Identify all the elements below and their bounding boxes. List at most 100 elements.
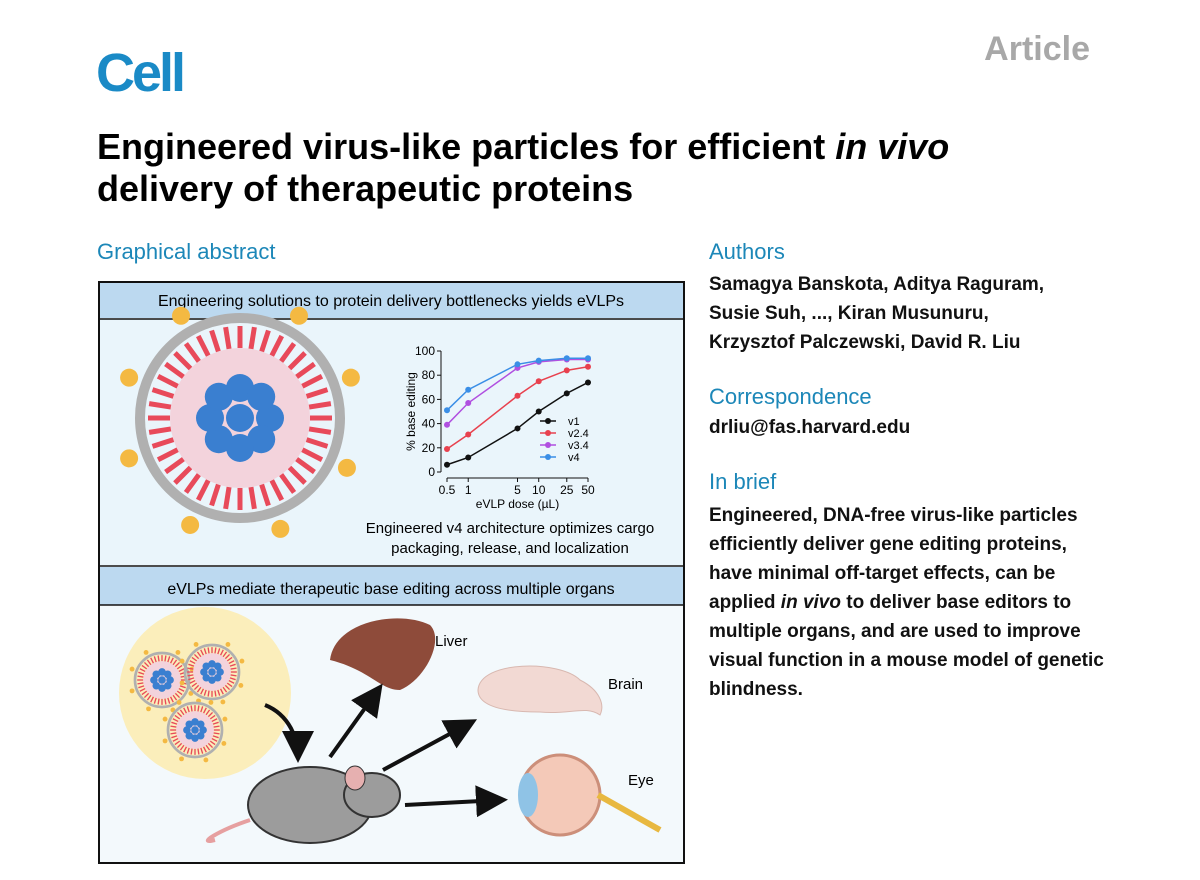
- organ-scene: Liver Brain Eye: [119, 607, 662, 844]
- brief-text: to deliver base editors to multiple orga…: [709, 592, 1104, 700]
- data-point: [535, 378, 542, 385]
- gag-spike: [287, 465, 307, 485]
- data-point: [563, 355, 570, 362]
- envelope-protein: [271, 519, 290, 538]
- envelope-protein: [176, 699, 182, 705]
- gag-spike: [197, 705, 200, 712]
- envelope-protein: [162, 716, 168, 722]
- data-point: [585, 379, 591, 386]
- gag-spike: [143, 692, 150, 699]
- data-point: [465, 386, 472, 393]
- x-tick-label: 50: [581, 483, 595, 497]
- gag-spike: [207, 742, 214, 749]
- gag-spike: [156, 374, 179, 389]
- gag-spike: [193, 653, 200, 660]
- gag-spike: [151, 437, 175, 449]
- cargo-center: [158, 676, 166, 684]
- envelope-protein: [179, 658, 185, 664]
- gag-spike: [174, 714, 181, 720]
- gag-spike: [164, 457, 185, 475]
- gag-spike: [301, 374, 324, 389]
- gag-spike: [146, 694, 152, 701]
- envelope-protein: [208, 699, 214, 705]
- organ-label: Brain: [608, 676, 643, 693]
- liver-icon: [330, 618, 436, 690]
- cargo: [200, 668, 208, 676]
- x-tick-label: 0.5: [439, 483, 456, 497]
- gag-spike: [200, 649, 205, 656]
- gag-spike: [224, 653, 231, 660]
- envelope-protein: [120, 368, 139, 387]
- gag-spike: [229, 663, 236, 667]
- gag-spike: [178, 687, 185, 692]
- gag-spike: [196, 479, 211, 502]
- cargo: [202, 662, 211, 671]
- panel-caption: packaging, release, and localization: [391, 540, 629, 557]
- gag-spike: [179, 744, 185, 751]
- cargo: [204, 382, 233, 411]
- gag-spike: [151, 387, 175, 399]
- cargo: [216, 668, 224, 676]
- gag-spike: [172, 694, 178, 701]
- panel-caption: Engineered v4 architecture optimizes car…: [366, 520, 655, 537]
- gag-spike: [164, 655, 167, 662]
- gag-spike: [203, 689, 207, 696]
- cargo: [185, 720, 194, 729]
- cargo: [199, 726, 207, 734]
- data-point: [563, 367, 570, 374]
- gag-spike: [139, 668, 146, 673]
- gag-spike: [174, 692, 181, 699]
- data-point: [444, 421, 450, 428]
- data-point: [465, 431, 472, 438]
- gag-spike: [169, 696, 174, 703]
- x-tick-label: 25: [560, 483, 574, 497]
- envelope-protein: [175, 649, 181, 655]
- gag-spike: [171, 735, 178, 739]
- gag-spike: [164, 698, 167, 705]
- arrow: [328, 683, 383, 759]
- gag-spike: [179, 685, 186, 689]
- envelope-protein: [181, 515, 200, 534]
- cargo: [208, 676, 216, 684]
- gag-spike: [301, 447, 324, 462]
- legend-label: v4: [568, 452, 580, 464]
- envelope-protein: [337, 458, 356, 477]
- envelope-protein: [290, 306, 308, 325]
- envelope-protein: [179, 756, 184, 762]
- gag-spike: [173, 465, 193, 485]
- x-tick-label: 10: [532, 483, 546, 497]
- envelope-protein: [143, 649, 149, 655]
- data-point: [585, 363, 591, 370]
- panel-header: Engineering solutions to protein deliver…: [158, 293, 624, 310]
- mouse-ear: [344, 765, 366, 791]
- envelope-protein: [188, 691, 194, 696]
- cargo: [158, 668, 166, 676]
- capsid-ring: [166, 701, 224, 759]
- y-tick-label: 100: [415, 344, 435, 358]
- gag-spike: [183, 707, 188, 714]
- cargo: [163, 681, 172, 690]
- gag-spike: [202, 707, 207, 714]
- eye-lens: [518, 773, 538, 817]
- gag-spike: [226, 656, 233, 662]
- capsid-ring: [183, 643, 241, 701]
- cargo: [196, 720, 205, 729]
- gag-spike: [308, 401, 332, 410]
- cargo: [150, 676, 158, 684]
- gag-spike: [214, 690, 217, 697]
- data-point: [465, 400, 472, 407]
- gag-spike: [189, 660, 196, 665]
- gag-spike: [209, 714, 216, 720]
- gag-spike: [189, 679, 196, 684]
- gag-spike: [187, 674, 194, 677]
- dose-response-chart: 0 20 40 60 80 100 0.5 1 5 10 25 50 eVLP dose (µL) % b…: [404, 344, 595, 511]
- series-line: [446, 365, 589, 450]
- cargo: [196, 731, 205, 740]
- data-point: [563, 390, 570, 397]
- gag-spike: [153, 656, 157, 663]
- series-line: [446, 358, 588, 426]
- gag-spike: [174, 740, 181, 746]
- envelope-protein: [221, 741, 227, 746]
- gag-spike: [207, 647, 210, 654]
- title-italic: in vivo: [835, 126, 950, 167]
